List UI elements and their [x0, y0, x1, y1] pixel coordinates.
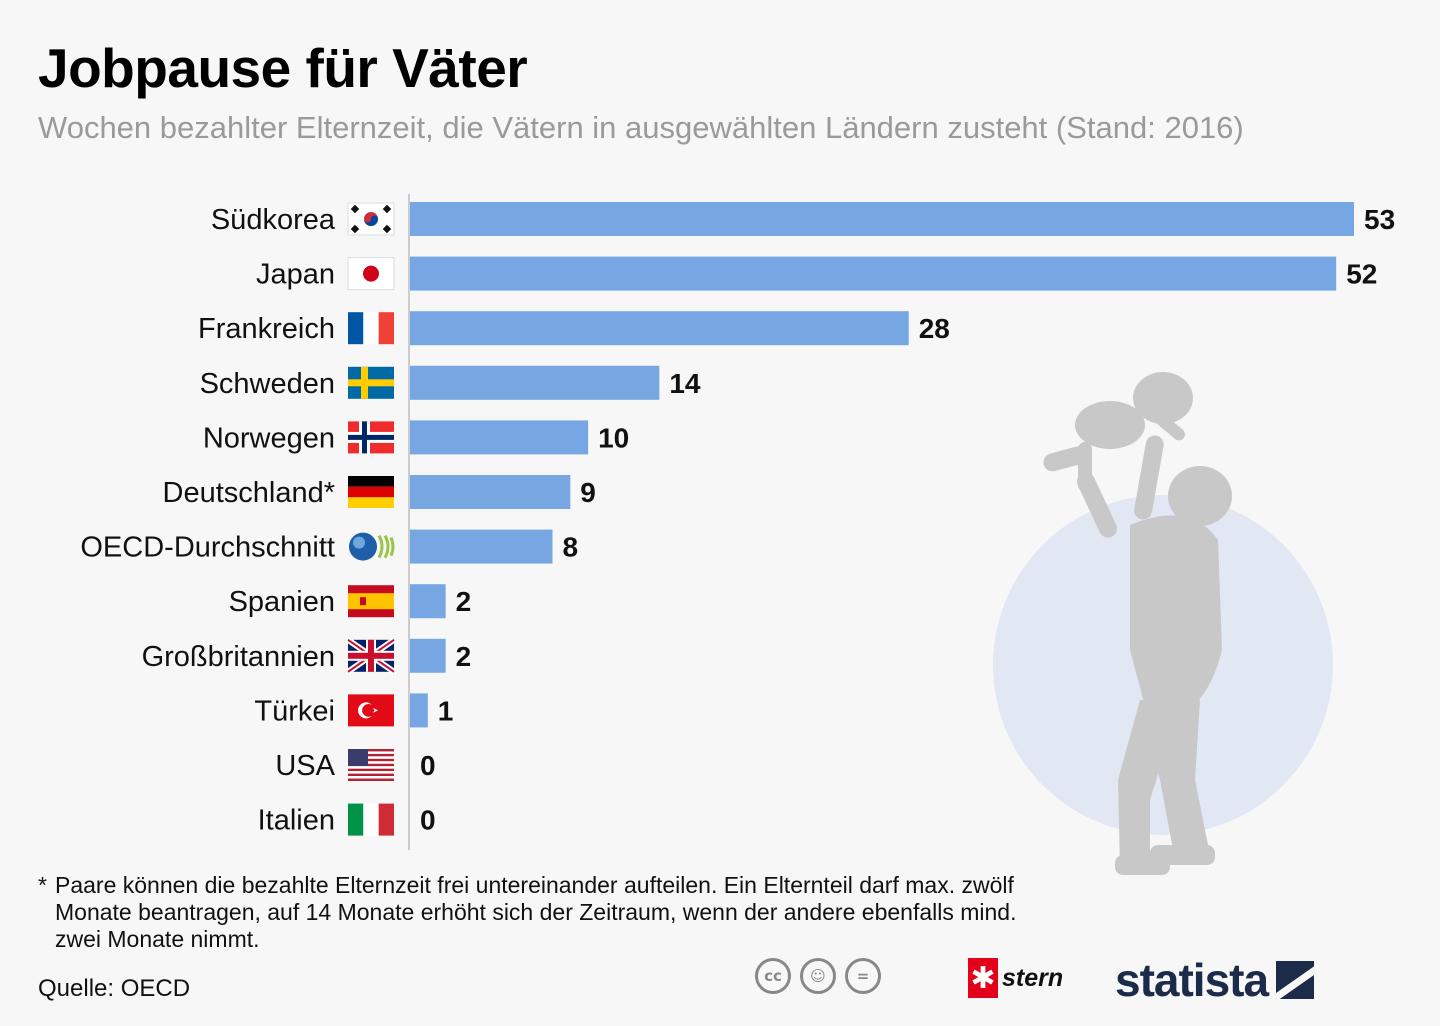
- flag-italy-icon: [348, 803, 394, 836]
- bar: [410, 311, 909, 346]
- stern-star-icon: ✱: [968, 958, 998, 998]
- data-label: 0: [420, 805, 436, 836]
- data-label: 52: [1346, 259, 1377, 290]
- bar-row: Schweden 14: [200, 365, 701, 400]
- license-icons: cc ☺ =: [755, 958, 881, 994]
- bar-row: OECD-Durchschnitt 8: [80, 529, 578, 564]
- bar: [410, 475, 571, 509]
- data-label: 14: [669, 368, 701, 399]
- stern-logo[interactable]: ✱ stern: [968, 958, 1063, 998]
- flag-uk-icon: [346, 637, 396, 675]
- category-label: Italien: [258, 805, 335, 837]
- bar: [410, 420, 589, 455]
- category-label: Norwegen: [203, 422, 335, 454]
- bar: [410, 693, 428, 728]
- bar-row: Großbritannien 2: [142, 637, 472, 675]
- category-label: Japan: [256, 259, 335, 291]
- bar: [410, 584, 446, 619]
- nd-icon[interactable]: =: [845, 958, 881, 994]
- bar: [410, 256, 1337, 291]
- flag-spain-icon: [348, 585, 394, 618]
- footnote-text: Paare können die bezahlte Elternzeit fre…: [55, 872, 1017, 952]
- silhouette-icon: [1043, 372, 1232, 875]
- bar-row: USA 0: [275, 749, 436, 782]
- data-label: 9: [580, 477, 596, 508]
- data-label: 2: [456, 641, 472, 672]
- category-label: Frankreich: [198, 313, 335, 345]
- statista-logo[interactable]: statista: [1115, 953, 1315, 1007]
- bar: [410, 202, 1354, 236]
- bar-row: Südkorea 53: [211, 202, 1395, 236]
- category-label: USA: [275, 750, 335, 782]
- footnote: * Paare können die bezahlte Elternzeit f…: [38, 872, 1048, 953]
- category-label: Großbritannien: [142, 641, 335, 673]
- bar-row: Türkei 1: [254, 693, 454, 728]
- source-label: Quelle: OECD: [38, 975, 191, 1002]
- flag-sweden-icon: [348, 366, 394, 399]
- data-label: 10: [598, 422, 629, 453]
- flag-norway-icon: [348, 421, 394, 454]
- flag-france-icon: [348, 312, 394, 345]
- bar-row: Norwegen 10: [203, 420, 629, 455]
- data-label: 2: [456, 586, 472, 617]
- category-label: Deutschland*: [163, 477, 336, 509]
- statista-wordmark: statista: [1115, 954, 1269, 1006]
- data-label: 8: [562, 532, 578, 563]
- bar-row: Italien 0: [258, 803, 436, 837]
- flag-south-korea-icon: [347, 202, 395, 236]
- category-label: Spanien: [229, 586, 335, 618]
- category-label: Südkorea: [211, 204, 336, 236]
- category-label: Türkei: [254, 695, 335, 727]
- flag-usa-icon: [348, 749, 394, 781]
- flag-germany-icon: [348, 476, 394, 508]
- bar-row: Japan 52: [256, 256, 1377, 291]
- chart-title: Jobpause für Väter: [38, 37, 528, 99]
- bar-row: Deutschland* 9: [163, 475, 596, 509]
- bar: [410, 638, 446, 673]
- bar: [410, 529, 553, 564]
- data-label: 28: [919, 313, 950, 344]
- chart-subtitle: Wochen bezahlter Elternzeit, die Vätern …: [38, 110, 1244, 145]
- bar-row: Frankreich 28: [198, 311, 950, 346]
- flag-japan-icon: [347, 257, 395, 291]
- cc-icon[interactable]: cc: [755, 958, 791, 994]
- by-icon[interactable]: ☺: [800, 958, 836, 994]
- statista-mark-icon: [1276, 961, 1315, 999]
- bar-row: Spanien 2: [229, 584, 472, 619]
- footnote-marker: *: [38, 872, 47, 898]
- father-child-illustration: [993, 372, 1333, 875]
- stern-wordmark: stern: [1002, 963, 1064, 992]
- category-label: Schweden: [200, 368, 335, 400]
- data-label: 1: [438, 695, 454, 726]
- category-label: OECD-Durchschnitt: [80, 532, 335, 564]
- oecd-logo-icon: [349, 532, 395, 561]
- data-label: 0: [420, 750, 436, 781]
- bar: [410, 365, 660, 400]
- data-label: 53: [1364, 204, 1395, 235]
- flag-turkey-icon: [348, 694, 394, 727]
